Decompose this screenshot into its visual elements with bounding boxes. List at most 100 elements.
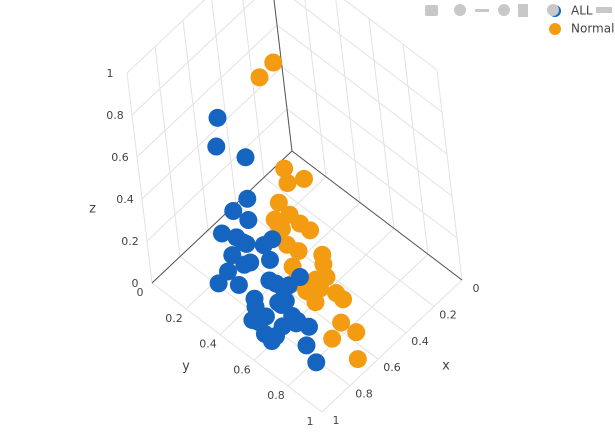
grid-line xyxy=(242,0,265,178)
data-point xyxy=(327,284,346,303)
data-point xyxy=(223,246,242,265)
data-point xyxy=(212,224,231,243)
grid-line xyxy=(304,0,327,177)
z-tick-label: 0.4 xyxy=(116,193,134,206)
data-point xyxy=(288,311,307,330)
data-point xyxy=(323,329,342,348)
grid-line xyxy=(273,0,293,152)
data-point xyxy=(278,174,297,193)
grid-line xyxy=(335,0,361,203)
x-tick-label: 0 xyxy=(473,282,480,295)
data-point xyxy=(245,289,264,308)
orbit-icon[interactable] xyxy=(498,4,510,16)
hover-icon[interactable] xyxy=(596,7,612,13)
legend-label: ALL xyxy=(571,4,593,18)
grid-line xyxy=(273,0,293,152)
legend-marker xyxy=(549,23,561,35)
legend-label: Normal xyxy=(571,22,614,36)
turntable-icon[interactable] xyxy=(518,4,528,17)
y-tick-label: 0.4 xyxy=(199,338,217,351)
data-point xyxy=(295,169,313,188)
x-axis-title: x xyxy=(442,359,450,374)
z-tick-label: 1 xyxy=(107,67,114,80)
axis-edge xyxy=(273,0,293,152)
y-tick-label: 0 xyxy=(137,286,144,299)
y-tick-label: 1 xyxy=(307,415,314,428)
data-point xyxy=(280,205,299,224)
data-point xyxy=(238,189,257,208)
data-point xyxy=(297,281,316,300)
grid-line xyxy=(146,108,288,242)
grid-line xyxy=(154,46,181,257)
data-point xyxy=(291,268,309,286)
grid-line xyxy=(126,0,206,74)
grid-line xyxy=(182,20,209,231)
z-axis-title: z xyxy=(89,202,96,217)
grid-line xyxy=(293,0,443,113)
data-point xyxy=(297,336,316,355)
data-point xyxy=(219,262,237,281)
data-point xyxy=(236,148,255,167)
legend: ALL Normal xyxy=(549,4,614,36)
grid-line xyxy=(211,0,237,204)
grid-line xyxy=(141,66,283,200)
data-point xyxy=(249,313,268,332)
data-point xyxy=(317,268,336,287)
data-point xyxy=(208,108,227,127)
z-tick-label: 0.2 xyxy=(121,235,139,248)
data-point xyxy=(207,137,226,156)
data-point xyxy=(241,253,260,272)
grid-line xyxy=(126,72,153,284)
grid-line xyxy=(321,279,463,413)
y-tick-label: 0.8 xyxy=(267,389,285,402)
z-tick-label: 0.6 xyxy=(111,151,129,164)
data-point xyxy=(262,332,281,351)
data-point xyxy=(347,323,366,342)
data-point xyxy=(332,313,351,332)
data-point xyxy=(239,211,258,230)
grid-line xyxy=(136,24,278,158)
data-point xyxy=(224,202,243,220)
data-point xyxy=(289,242,308,261)
axis-edge xyxy=(151,150,293,284)
reset-icon[interactable] xyxy=(547,4,559,16)
data-point xyxy=(261,250,279,269)
grid-line xyxy=(368,18,395,229)
grid-line xyxy=(263,177,435,307)
data-point xyxy=(264,53,283,72)
y-axis-title: y xyxy=(182,359,190,374)
x-tick-label: 0.8 xyxy=(355,388,373,401)
data-point xyxy=(269,193,288,212)
grid-line xyxy=(131,0,255,116)
grid-line xyxy=(343,0,438,71)
data-point xyxy=(272,295,291,314)
zoom-icon[interactable] xyxy=(454,4,466,16)
z-tick-label: 0 xyxy=(132,277,139,290)
y-tick-label: 0.2 xyxy=(165,312,183,325)
data-point xyxy=(307,353,326,372)
pan-icon[interactable] xyxy=(475,9,489,12)
data-point xyxy=(263,230,282,249)
data-point xyxy=(229,275,248,294)
grid-line xyxy=(402,44,429,255)
data-point xyxy=(250,68,269,87)
data-point xyxy=(237,234,256,253)
grid-line xyxy=(286,108,458,239)
z-tick-label: 0.8 xyxy=(106,109,124,122)
y-tick-label: 0.6 xyxy=(233,363,251,376)
x-tick-label: 0.6 xyxy=(383,361,401,374)
grid-line xyxy=(436,69,463,281)
data-point xyxy=(348,350,367,369)
data-point xyxy=(275,159,294,178)
camera-icon[interactable] xyxy=(425,5,438,16)
grid-line xyxy=(151,282,323,413)
modebar xyxy=(425,4,612,17)
x-tick-label: 0.2 xyxy=(439,308,457,321)
axis-edge xyxy=(291,150,463,281)
grid-line xyxy=(281,66,453,197)
grid-line xyxy=(276,24,448,155)
x-tick-label: 1 xyxy=(333,414,340,427)
data-point xyxy=(260,271,279,290)
x-tick-label: 0.4 xyxy=(411,335,429,348)
